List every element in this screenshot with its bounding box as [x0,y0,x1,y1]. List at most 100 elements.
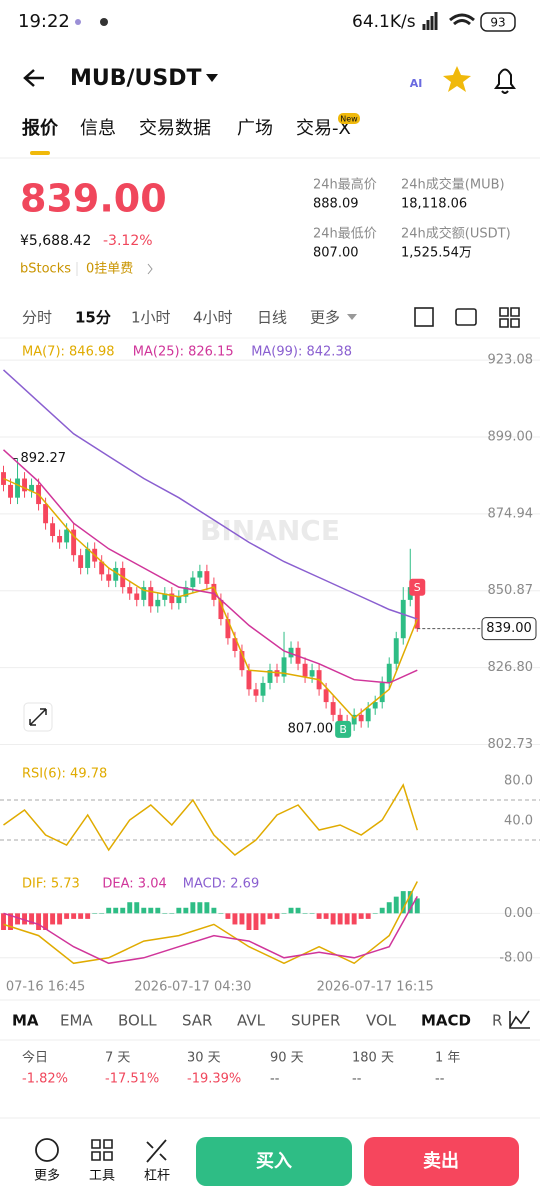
watermark: BINANCE [200,514,340,547]
macd-bar [302,913,308,914]
indicator-settings[interactable] [509,1010,530,1029]
candle-body [358,714,364,722]
macd-bar [400,891,406,914]
indicator-tab[interactable]: BOLL [118,1012,157,1030]
period-label: 180 天 [352,1051,394,1066]
indicator-tab[interactable]: SAR [182,1012,212,1030]
indicator-tab[interactable]: SUPER [291,1012,340,1030]
y-tick-label: 899.00 [488,430,534,445]
candle-body [162,593,168,600]
candle-body [15,478,20,498]
x-tick-label: 07-16 16:45 [6,980,85,995]
sell-label[interactable]: 卖出 [423,1150,459,1172]
tab[interactable]: 交易-X [296,118,351,139]
macd-bar [218,913,224,914]
chart-icon[interactable] [414,307,434,327]
tab[interactable]: 交易数据 [139,118,211,139]
last-price-box [481,617,537,641]
candle-body [281,657,287,677]
period-label: 今日 [22,1050,48,1066]
tag[interactable]: bStocks [20,262,71,277]
macd-bar [330,913,336,925]
period-label: 30 天 [187,1051,221,1066]
tab[interactable]: 报价 [22,117,59,139]
macd-bar [176,907,182,914]
macd-bar [372,913,378,914]
interval[interactable]: 日线 [257,309,287,327]
macd-bar [365,913,371,919]
candle-body [183,587,189,597]
sell-button[interactable] [364,1137,519,1186]
favorite-star[interactable] [443,66,471,92]
price-change: -3.12% [103,233,153,249]
action-label[interactable]: 工具 [89,1169,115,1184]
x-tick-label: 2026-07-17 04:30 [134,980,251,995]
candle-body [267,670,273,683]
interval[interactable]: 15分 [75,309,111,327]
interval[interactable]: 1小时 [131,309,171,327]
fee-tag[interactable]: 0挂单费 [86,262,133,277]
macd-bar [22,913,27,925]
candle-body [218,599,224,620]
interval[interactable]: 更多 [310,309,340,327]
settings-icon[interactable] [455,308,477,326]
macd-bar [43,913,49,930]
macd-bar [29,913,35,925]
stat-label: 24h最低价 [313,227,377,242]
candle-body [99,561,105,575]
interval[interactable]: 4小时 [193,309,233,327]
candle-body [414,587,420,629]
candle-body [141,587,147,600]
y-tick-label: 80.0 [504,774,533,789]
macd-bar [225,913,231,919]
macd-bar [36,913,42,930]
macd-bar [295,907,301,914]
macd-bar [155,907,161,914]
interval[interactable]: 分时 [22,309,52,327]
period-change: -- [270,1072,280,1087]
candle-body [232,638,238,651]
network-speed: 64.1K/s [352,12,416,32]
indicator-tab[interactable]: AVL [237,1012,266,1030]
stat-label: 24h最高价 [313,177,377,193]
legend-item: RSI(6): 49.78 [22,767,107,782]
y-tick-label: 40.0 [504,814,533,829]
buy-label[interactable]: 买入 [256,1151,292,1172]
indicator-tab[interactable]: EMA [60,1012,93,1030]
candle-body [8,484,13,498]
indicator-tab[interactable]: MA [12,1012,39,1030]
ai-button[interactable]: AI [410,77,423,90]
tab[interactable]: 信息 [80,118,116,139]
macd-bar [8,913,13,930]
macd-bar [113,907,119,914]
macd-bar [71,913,77,919]
battery-level: 93 [490,16,505,30]
candle-body [393,638,399,664]
action-label[interactable]: 更多 [34,1168,60,1184]
indicator-tab[interactable]: VOL [366,1012,397,1030]
pair-title[interactable]: MUB/USDT [70,66,202,91]
tab[interactable]: 广场 [237,118,273,139]
layout-icon[interactable] [499,307,520,328]
macd-bar [148,907,154,914]
candle-body [386,663,392,683]
action-label[interactable]: 杠杆 [144,1168,170,1184]
macd-bar [351,913,357,925]
candle-body [113,567,119,581]
candle-body [379,682,385,703]
status-time: 19:22 [18,11,70,32]
buy-button[interactable] [196,1137,352,1186]
macd-bar [120,907,126,914]
candle-body [85,548,91,568]
candle-body [148,587,154,607]
back-button[interactable] [23,69,44,87]
indicator-tab[interactable]: MACD [421,1012,471,1030]
indicator-tab[interactable]: R [492,1012,502,1030]
macd-bar [169,913,175,914]
alert-bell[interactable] [494,68,516,94]
indicator-line [2,369,418,620]
macd-bar [92,913,98,914]
candle-body [57,536,63,543]
y-tick-label: 923.08 [488,353,534,368]
candle-body [43,504,49,524]
